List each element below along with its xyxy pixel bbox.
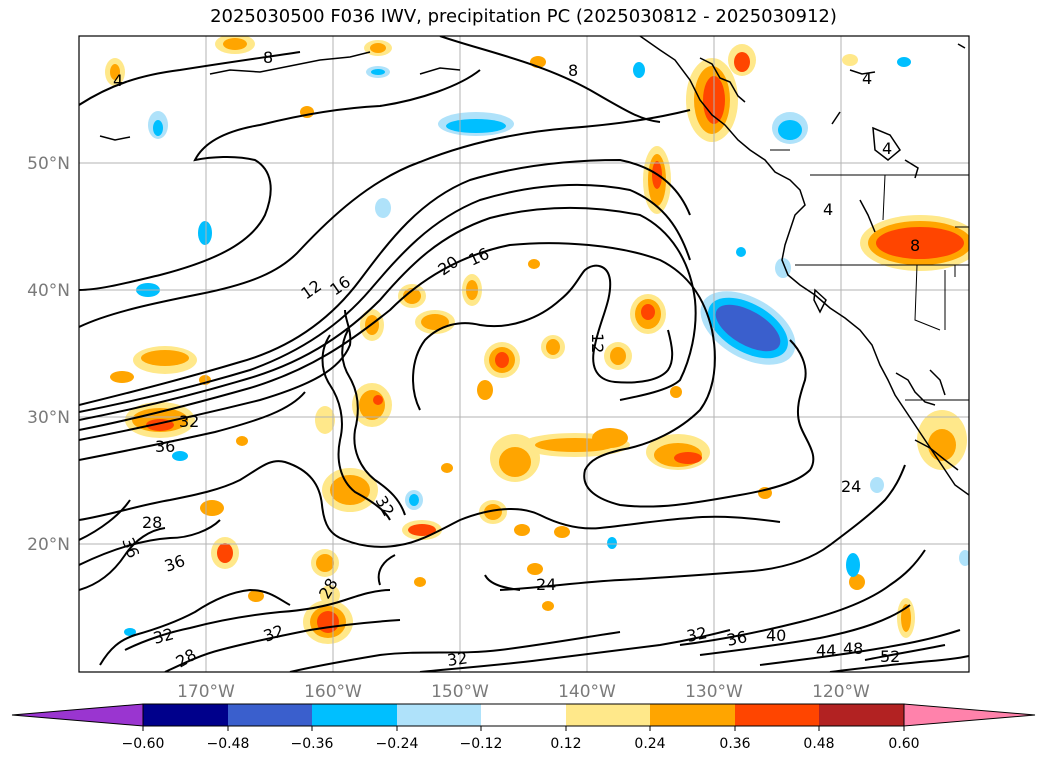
colorbar-ticks bbox=[142, 726, 905, 731]
colorbar-segment bbox=[735, 704, 819, 726]
colorbar-tick-label: 0.24 bbox=[634, 736, 665, 752]
contour-label: 32 bbox=[151, 624, 176, 648]
contour-label: 32 bbox=[446, 648, 469, 670]
contour-label: 4 bbox=[113, 71, 123, 90]
latitude-labels: 50°N 40°N 30°N 20°N bbox=[27, 154, 70, 555]
colorbar-tick-label: −0.48 bbox=[207, 736, 250, 752]
colorbar-frame bbox=[142, 703, 905, 727]
colorbar-tick-label: 0.60 bbox=[888, 736, 919, 752]
map-title: 2025030500 F036 IWV, precipitation PC (2… bbox=[210, 6, 837, 27]
contour-label: 36 bbox=[725, 627, 749, 650]
colorbar-segment bbox=[566, 704, 650, 726]
colorbar-segment bbox=[228, 704, 312, 726]
contour-label: 8 bbox=[568, 61, 578, 80]
colorbar-tick-label: 0.48 bbox=[803, 736, 834, 752]
lon-label: 140°W bbox=[558, 682, 616, 702]
lon-label: 170°W bbox=[177, 682, 235, 702]
colorbar-segment bbox=[650, 704, 735, 726]
colorbar-tick-label: −0.12 bbox=[460, 736, 503, 752]
contour-label: 28 bbox=[142, 513, 162, 532]
colorbar-segment bbox=[143, 704, 228, 726]
contour-label: 24 bbox=[841, 477, 861, 496]
contour-label: 4 bbox=[862, 69, 872, 88]
lat-label: 50°N bbox=[27, 154, 70, 174]
colorbar-tick-label: −0.36 bbox=[291, 736, 334, 752]
colorbar-tick-label: 0.12 bbox=[550, 736, 581, 752]
colorbar-tick-label: 0.36 bbox=[719, 736, 750, 752]
contour-label: 8 bbox=[263, 48, 273, 67]
lon-label: 160°W bbox=[304, 682, 362, 702]
contour-label: 12 bbox=[588, 333, 607, 353]
precip-negative-shading bbox=[124, 57, 969, 636]
lon-label: 120°W bbox=[812, 682, 870, 702]
iwv-contours bbox=[79, 36, 969, 672]
colorbar-extend-high bbox=[903, 703, 1036, 727]
lat-label: 30°N bbox=[27, 408, 70, 428]
borders bbox=[770, 149, 969, 401]
colorbar-segment bbox=[481, 704, 566, 726]
colorbar-segment bbox=[397, 704, 481, 726]
graticule bbox=[79, 36, 969, 672]
colorbar-segment bbox=[819, 704, 904, 726]
contour-label: 4 bbox=[823, 200, 833, 219]
coastlines bbox=[99, 36, 969, 496]
colorbar-tick-label: −0.24 bbox=[376, 736, 419, 752]
lat-label: 40°N bbox=[27, 281, 70, 301]
colorbar-segment bbox=[312, 704, 397, 726]
contour-label: 36 bbox=[155, 437, 175, 456]
contour-label: 32 bbox=[685, 623, 709, 646]
plot-frame bbox=[78, 35, 970, 673]
contour-label: 8 bbox=[910, 236, 920, 255]
contour-label: 24 bbox=[536, 575, 556, 594]
contour-label: 4 bbox=[882, 139, 892, 158]
longitude-labels: 170°W 160°W 150°W 140°W 130°W 120°W bbox=[177, 682, 870, 702]
lon-label: 150°W bbox=[431, 682, 489, 702]
colorbar-extend-low bbox=[11, 703, 144, 727]
contour-label: 48 bbox=[843, 639, 863, 658]
lon-label: 130°W bbox=[685, 682, 743, 702]
contour-label: 32 bbox=[179, 412, 199, 431]
contour-label: 44 bbox=[816, 641, 836, 660]
contour-label: 52 bbox=[880, 647, 900, 666]
lat-label: 20°N bbox=[27, 535, 70, 555]
colorbar-tick-label: −0.60 bbox=[122, 736, 165, 752]
contour-label: 40 bbox=[766, 626, 786, 645]
map-plot-area: 8 8 4 4 4 4 8 12 16 20 16 12 32 36 28 36… bbox=[79, 36, 969, 672]
colorbar: −0.60 −0.48 −0.36 −0.24 −0.12 0.12 0.24 … bbox=[11, 703, 1036, 752]
